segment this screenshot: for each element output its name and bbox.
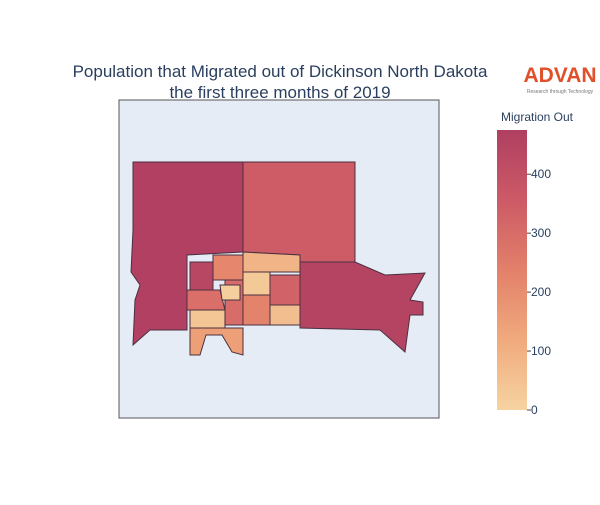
region [186, 289, 226, 311]
region [242, 271, 271, 296]
region [242, 294, 271, 326]
colorbar-title: Migration Out [501, 110, 574, 124]
region [242, 251, 301, 273]
region [189, 261, 214, 291]
region [189, 309, 226, 329]
region [242, 161, 356, 263]
region [299, 261, 426, 353]
title-line: the first three months of 2019 [169, 83, 390, 102]
colorbar [497, 130, 527, 410]
title-line: Population that Migrated out of Dickinso… [73, 62, 488, 81]
region [189, 327, 244, 356]
logo-tagline: Research through Technology [527, 89, 594, 95]
logo-name: ADVAN [523, 64, 596, 87]
region [269, 274, 301, 306]
region [269, 304, 301, 326]
colorbar-tick-label: 0 [531, 403, 538, 417]
colorbar-tick-label: 200 [531, 285, 551, 299]
colorbar-tick-label: 400 [531, 167, 551, 181]
region [212, 254, 244, 281]
colorbar-tick-label: 100 [531, 344, 551, 358]
colorbar-tick-label: 300 [531, 226, 551, 240]
region [219, 284, 241, 301]
